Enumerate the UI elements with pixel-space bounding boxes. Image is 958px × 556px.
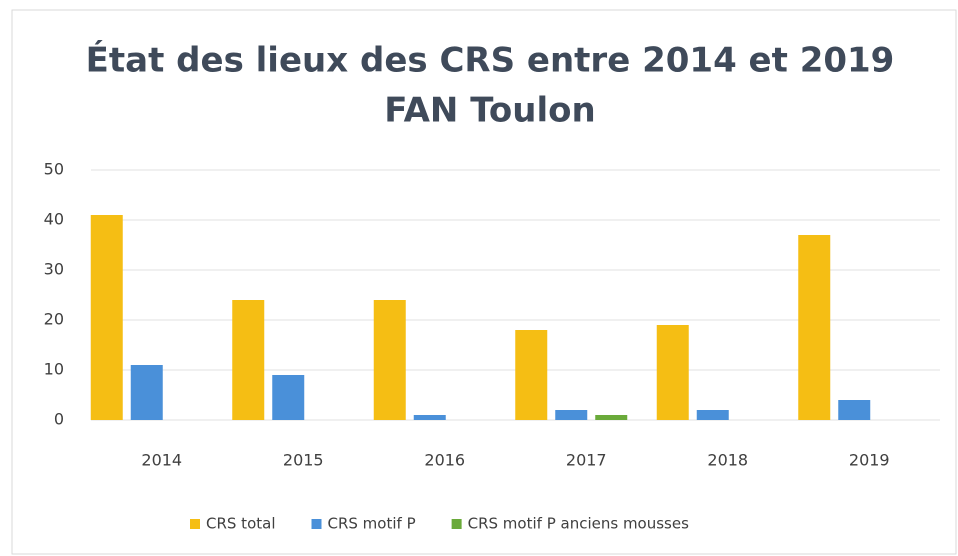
legend-label: CRS motif P anciens mousses bbox=[468, 515, 689, 533]
bar bbox=[696, 410, 729, 420]
y-tick-label: 20 bbox=[44, 310, 64, 329]
bar bbox=[130, 365, 163, 420]
bar bbox=[838, 400, 871, 420]
y-tick-label: 40 bbox=[44, 210, 64, 229]
bar bbox=[373, 300, 406, 420]
bar bbox=[515, 330, 548, 420]
y-tick-label: 50 bbox=[44, 160, 64, 179]
bar bbox=[656, 325, 689, 420]
y-tick-label: 0 bbox=[54, 410, 64, 429]
x-tick-label: 2017 bbox=[566, 451, 607, 470]
chart-title: État des lieux des CRS entre 2014 et 201… bbox=[86, 40, 895, 81]
bar bbox=[798, 235, 831, 420]
x-tick-label: 2015 bbox=[283, 451, 324, 470]
y-tick-label: 30 bbox=[44, 260, 64, 279]
bar bbox=[555, 410, 588, 420]
bar bbox=[232, 300, 265, 420]
legend-swatch bbox=[451, 519, 462, 529]
legend-swatch bbox=[190, 519, 200, 529]
y-tick-label: 10 bbox=[44, 360, 64, 379]
x-tick-label: 2019 bbox=[849, 451, 890, 470]
chart-subtitle: FAN Toulon bbox=[384, 91, 595, 131]
legend-label: CRS motif P bbox=[328, 515, 416, 533]
x-tick-label: 2018 bbox=[707, 451, 748, 470]
bar bbox=[413, 415, 446, 420]
bar bbox=[272, 375, 305, 420]
bar bbox=[595, 415, 628, 420]
legend-label: CRS total bbox=[206, 515, 276, 533]
x-tick-label: 2016 bbox=[424, 451, 465, 470]
bar bbox=[90, 215, 123, 420]
legend-swatch bbox=[311, 519, 322, 529]
x-tick-label: 2014 bbox=[141, 451, 182, 470]
